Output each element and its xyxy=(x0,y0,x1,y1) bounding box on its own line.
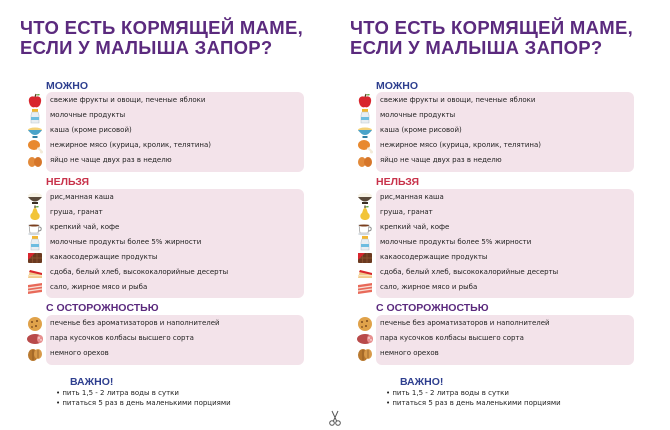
title-line-2: ЕСЛИ У МАЛЫША ЗАПОР? xyxy=(20,37,273,58)
list-item: сдоба, белый хлеб, высококалорийные десе… xyxy=(376,266,634,281)
can-list: свежие фрукты и овощи, печеные яблоки мо… xyxy=(46,92,304,172)
list-item: груша, гранат xyxy=(376,206,634,221)
section-heading-can: МОЖНО xyxy=(46,80,89,92)
page-title: ЧТО ЕСТЬ КОРМЯЩЕЙ МАМЕ, ЕСЛИ У МАЛЫША ЗА… xyxy=(350,18,650,58)
cannot-list: рис,манная каша груша, гранат крепкий ча… xyxy=(376,189,634,298)
eggs-icon xyxy=(26,152,44,170)
eggs-icon xyxy=(356,152,374,170)
list-item: немного орехов xyxy=(376,347,634,362)
title-line-1: ЧТО ЕСТЬ КОРМЯЩЕЙ МАМЕ, xyxy=(20,17,304,38)
important-item: • питаться 5 раз в день маленькими порци… xyxy=(56,399,231,407)
list-item: сдоба, белый хлеб, высококалорийные десе… xyxy=(46,266,304,281)
list-item: сало, жирное мясо и рыба xyxy=(376,281,634,296)
list-item: груша, гранат xyxy=(46,206,304,221)
left-panel: ЧТО ЕСТЬ КОРМЯЩЕЙ МАМЕ, ЕСЛИ У МАЛЫША ЗА… xyxy=(8,0,328,430)
list-item: свежие фрукты и овощи, печеные яблоки xyxy=(46,94,304,109)
important-item: • питаться 5 раз в день маленькими порци… xyxy=(386,399,561,407)
list-item: какаосодержащие продукты xyxy=(376,251,634,266)
list-item: рис,манная каша xyxy=(376,191,634,206)
important-heading: ВАЖНО! xyxy=(70,376,114,388)
list-item: яйцо не чаще двух раз в неделю xyxy=(46,154,304,169)
list-item: крепкий чай, кофе xyxy=(46,221,304,236)
list-item: печенье без ароматизаторов и наполнителе… xyxy=(46,317,304,332)
title-line-1: ЧТО ЕСТЬ КОРМЯЩЕЙ МАМЕ, xyxy=(350,17,634,38)
list-item: рис,манная каша xyxy=(46,191,304,206)
careful-list: печенье без ароматизаторов и наполнителе… xyxy=(46,315,304,365)
list-item: яйцо не чаще двух раз в неделю xyxy=(376,154,634,169)
section-heading-cannot: НЕЛЬЗЯ xyxy=(376,176,420,188)
list-item: свежие фрукты и овощи, печеные яблоки xyxy=(376,94,634,109)
list-item: крепкий чай, кофе xyxy=(376,221,634,236)
nuts-icon xyxy=(26,345,44,363)
list-item: молочные продукты xyxy=(46,109,304,124)
section-heading-careful: С ОСТОРОЖНОСТЬЮ xyxy=(46,302,159,314)
list-item: каша (кроме рисовой) xyxy=(46,124,304,139)
list-item: каша (кроме рисовой) xyxy=(376,124,634,139)
right-panel: ЧТО ЕСТЬ КОРМЯЩЕЙ МАМЕ, ЕСЛИ У МАЛЫША ЗА… xyxy=(338,0,658,430)
list-item: нежирное мясо (курица, кролик, телятина) xyxy=(376,139,634,154)
list-item: немного орехов xyxy=(46,347,304,362)
cannot-list: рис,манная каша груша, гранат крепкий ча… xyxy=(46,189,304,298)
section-heading-careful: С ОСТОРОЖНОСТЬЮ xyxy=(376,302,489,314)
list-item: нежирное мясо (курица, кролик, телятина) xyxy=(46,139,304,154)
can-list: свежие фрукты и овощи, печеные яблоки мо… xyxy=(376,92,634,172)
list-item: молочные продукты более 5% жирности xyxy=(376,236,634,251)
list-item: пара кусочков колбасы высшего сорта xyxy=(376,332,634,347)
list-item: молочные продукты более 5% жирности xyxy=(46,236,304,251)
important-item: • пить 1,5 - 2 литра воды в сутки xyxy=(56,389,179,397)
bacon-icon xyxy=(26,279,44,297)
section-heading-can: МОЖНО xyxy=(376,80,419,92)
list-item: молочные продукты xyxy=(376,109,634,124)
careful-list: печенье без ароматизаторов и наполнителе… xyxy=(376,315,634,365)
list-item: печенье без ароматизаторов и наполнителе… xyxy=(376,317,634,332)
list-item: пара кусочков колбасы высшего сорта xyxy=(46,332,304,347)
list-item: сало, жирное мясо и рыба xyxy=(46,281,304,296)
title-line-2: ЕСЛИ У МАЛЫША ЗАПОР? xyxy=(350,37,603,58)
important-item: • пить 1,5 - 2 литра воды в сутки xyxy=(386,389,509,397)
bacon-icon xyxy=(356,279,374,297)
scissors-icon xyxy=(329,410,341,426)
list-item: какаосодержащие продукты xyxy=(46,251,304,266)
page-title: ЧТО ЕСТЬ КОРМЯЩЕЙ МАМЕ, ЕСЛИ У МАЛЫША ЗА… xyxy=(20,18,320,58)
important-heading: ВАЖНО! xyxy=(400,376,444,388)
section-heading-cannot: НЕЛЬЗЯ xyxy=(46,176,90,188)
nuts-icon xyxy=(356,345,374,363)
